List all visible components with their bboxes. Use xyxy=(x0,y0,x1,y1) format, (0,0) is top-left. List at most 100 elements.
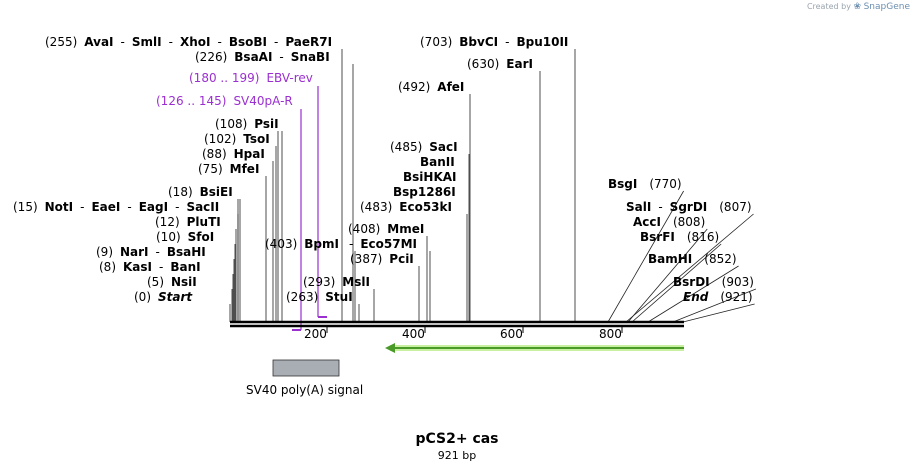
enzyme-name[interactable]: TsoI xyxy=(243,132,269,146)
enzyme-name[interactable]: BanII xyxy=(420,155,455,169)
site-leader-line xyxy=(625,213,754,323)
primer-name[interactable]: EBV-rev xyxy=(266,71,312,85)
backbone xyxy=(230,320,684,328)
enzyme-name[interactable]: MmeI xyxy=(387,222,424,236)
primer-marks xyxy=(292,86,327,331)
site-position: (88) xyxy=(202,147,227,161)
enzyme-name[interactable]: Bsp1286I xyxy=(393,185,456,199)
site-position: (852) xyxy=(704,252,736,266)
site-position: (903) xyxy=(722,275,754,289)
site-separator: - xyxy=(156,245,160,259)
site-label-row: (9) NarI - BsaHI xyxy=(96,245,206,259)
site-position: (485) xyxy=(390,140,422,154)
site-position: (10) xyxy=(156,230,181,244)
site-leader-line xyxy=(672,288,757,323)
enzyme-name[interactable]: EarI xyxy=(506,57,533,71)
enzyme-name[interactable]: BsgI xyxy=(608,177,637,191)
enzyme-name[interactable]: KasI xyxy=(123,260,152,274)
site-position: (226) xyxy=(195,50,227,64)
enzyme-name[interactable]: PciI xyxy=(389,252,414,266)
site-label-row: (485) SacI xyxy=(390,140,458,154)
enzyme-name[interactable]: BanI xyxy=(170,260,200,274)
sv40-polya-feature-label: SV40 poly(A) signal xyxy=(246,383,363,397)
enzyme-name[interactable]: BsrFI xyxy=(640,230,675,244)
site-label-row: (15) NotI - EaeI - EagI - SacII xyxy=(13,200,219,214)
site-label-row: - Eco57MI xyxy=(349,237,417,251)
site-label-row: (630) EarI xyxy=(467,57,533,71)
enzyme-name[interactable]: MslI xyxy=(342,275,370,289)
site-position: (263) xyxy=(286,290,318,304)
enzyme-name[interactable]: End xyxy=(683,290,709,304)
site-label-row: (180 .. 199) EBV-rev xyxy=(189,71,313,85)
site-label-row: SalI - SgrDI (807) xyxy=(626,200,752,214)
site-position: (5) xyxy=(147,275,164,289)
enzyme-name[interactable]: SfoI xyxy=(188,230,215,244)
site-label-row: (0) Start xyxy=(134,290,193,304)
site-label-row: (293) MslI xyxy=(303,275,370,289)
enzyme-name[interactable]: Start xyxy=(158,290,193,304)
enzyme-name[interactable]: BsiHKAI xyxy=(403,170,457,184)
enzyme-name[interactable]: Bpu10II xyxy=(516,35,568,49)
enzyme-name[interactable]: NsiI xyxy=(171,275,197,289)
site-label-row: (75) MfeI xyxy=(198,162,259,176)
enzyme-name[interactable]: BpmI xyxy=(304,237,339,251)
enzyme-name[interactable]: AvaI xyxy=(84,35,113,49)
enzyme-name[interactable]: NarI xyxy=(120,245,149,259)
site-label-row: (226) BsaAI - SnaBI xyxy=(195,50,330,64)
enzyme-name[interactable]: SmlI xyxy=(132,35,162,49)
enzyme-name[interactable]: BsoBI xyxy=(229,35,267,49)
site-label-row: (483) Eco53kI xyxy=(360,200,452,214)
site-position: (808) xyxy=(673,215,705,229)
enzyme-name[interactable]: PaeR7I xyxy=(285,35,332,49)
enzyme-name[interactable]: PluTI xyxy=(187,215,221,229)
site-position: (630) xyxy=(467,57,499,71)
enzyme-name[interactable]: BsiEI xyxy=(200,185,233,199)
enzyme-name[interactable]: SalI xyxy=(626,200,651,214)
enzyme-name[interactable]: BsrDI xyxy=(673,275,710,289)
site-labels: (255) AvaI - SmlI - XhoI - BsoBI - PaeR7I(226) Bsa… xyxy=(13,35,754,304)
enzyme-name[interactable]: BamHI xyxy=(648,252,692,266)
enzyme-name[interactable]: SnaBI xyxy=(291,50,330,64)
axis: 200 400 600 800 xyxy=(304,326,623,341)
feature-arrow xyxy=(385,343,684,353)
enzyme-name[interactable]: BsaHI xyxy=(167,245,206,259)
enzyme-name[interactable]: EaeI xyxy=(91,200,120,214)
site-position: (0) xyxy=(134,290,151,304)
enzyme-name[interactable]: Eco57MI xyxy=(360,237,417,251)
site-position: (483) xyxy=(360,200,392,214)
enzyme-name[interactable]: StuI xyxy=(325,290,352,304)
site-label-row: (18) BsiEI xyxy=(168,185,233,199)
enzyme-name[interactable]: BsaAI xyxy=(234,50,272,64)
enzyme-name[interactable]: EagI xyxy=(139,200,168,214)
enzyme-name[interactable]: BbvCI xyxy=(459,35,498,49)
credit-brand: SnapGene xyxy=(863,2,910,12)
enzyme-name[interactable]: PsiI xyxy=(254,117,278,131)
credit-prefix: Created by xyxy=(806,2,851,11)
snapgene-logo-icon: ❀ xyxy=(853,2,862,12)
enzyme-name[interactable]: NotI xyxy=(45,200,74,214)
site-position: (75) xyxy=(198,162,223,176)
enzyme-name[interactable]: XhoI xyxy=(180,35,211,49)
primer-name[interactable]: SV40pA-R xyxy=(233,94,292,108)
site-position: (102) xyxy=(204,132,236,146)
site-separator: - xyxy=(274,35,278,49)
site-label-row: (88) HpaI xyxy=(202,147,265,161)
enzyme-name[interactable]: AccI xyxy=(633,215,661,229)
primer-position: (126 .. 145) xyxy=(156,94,226,108)
site-leader-line xyxy=(607,190,684,323)
enzyme-name[interactable]: MfeI xyxy=(230,162,260,176)
enzyme-name[interactable]: SgrDI xyxy=(670,200,708,214)
site-separator: - xyxy=(80,200,84,214)
site-label-row: (12) PluTI xyxy=(155,215,221,229)
enzyme-name[interactable]: Eco53kI xyxy=(399,200,452,214)
site-position: (387) xyxy=(350,252,382,266)
enzyme-name[interactable]: HpaI xyxy=(234,147,265,161)
enzyme-name[interactable]: SacI xyxy=(429,140,457,154)
enzyme-name[interactable]: AfeI xyxy=(437,80,464,94)
site-position: (921) xyxy=(720,290,752,304)
primer-position: (180 .. 199) xyxy=(189,71,259,85)
leader-lines xyxy=(229,49,757,323)
site-position: (807) xyxy=(719,200,751,214)
enzyme-name[interactable]: SacII xyxy=(186,200,219,214)
